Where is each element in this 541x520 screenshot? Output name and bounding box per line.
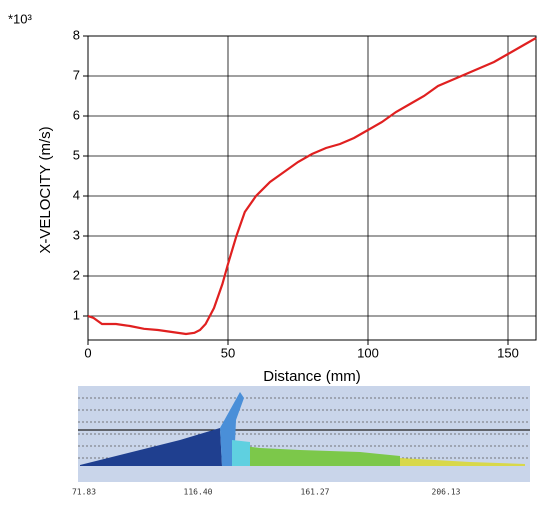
y-tick-label: 4 — [73, 187, 80, 202]
green-zone — [234, 445, 400, 466]
y-tick-label: 3 — [73, 227, 80, 242]
y-tick-label: 8 — [73, 27, 80, 42]
strip-label: 116.40 — [184, 488, 213, 497]
y-tick-label: 7 — [73, 67, 80, 82]
yellow-zone — [400, 458, 525, 466]
data-line — [87, 37, 537, 336]
multiplier: *10³ — [8, 11, 33, 26]
strip-label: 161.27 — [301, 488, 330, 497]
y-tick-label: 5 — [73, 147, 80, 162]
y-tick-label: 1 — [73, 307, 80, 322]
jet — [220, 392, 244, 466]
plot-frame — [87, 35, 537, 341]
wedge — [80, 428, 222, 466]
simulation-strip: 71.83 116.40 161.27 206.13 — [72, 386, 530, 497]
plot: 1 2 3 4 5 6 7 8 0 50 100 150 — [73, 27, 537, 360]
x-axis-label: Distance (mm) — [263, 368, 361, 385]
cyan-zone — [232, 440, 250, 466]
x-tick-label: 100 — [357, 345, 379, 360]
strip-label: 206.13 — [432, 488, 461, 497]
strip-label: 71.83 — [72, 488, 96, 497]
y-axis-label: X-VELOCITY (m/s) — [37, 126, 54, 253]
y-tick-label: 6 — [73, 107, 80, 122]
x-tick-label: 150 — [497, 345, 519, 360]
y-tick-label: 2 — [73, 267, 80, 282]
x-tick-label: 50 — [221, 345, 235, 360]
x-tick-label: 0 — [84, 345, 91, 360]
